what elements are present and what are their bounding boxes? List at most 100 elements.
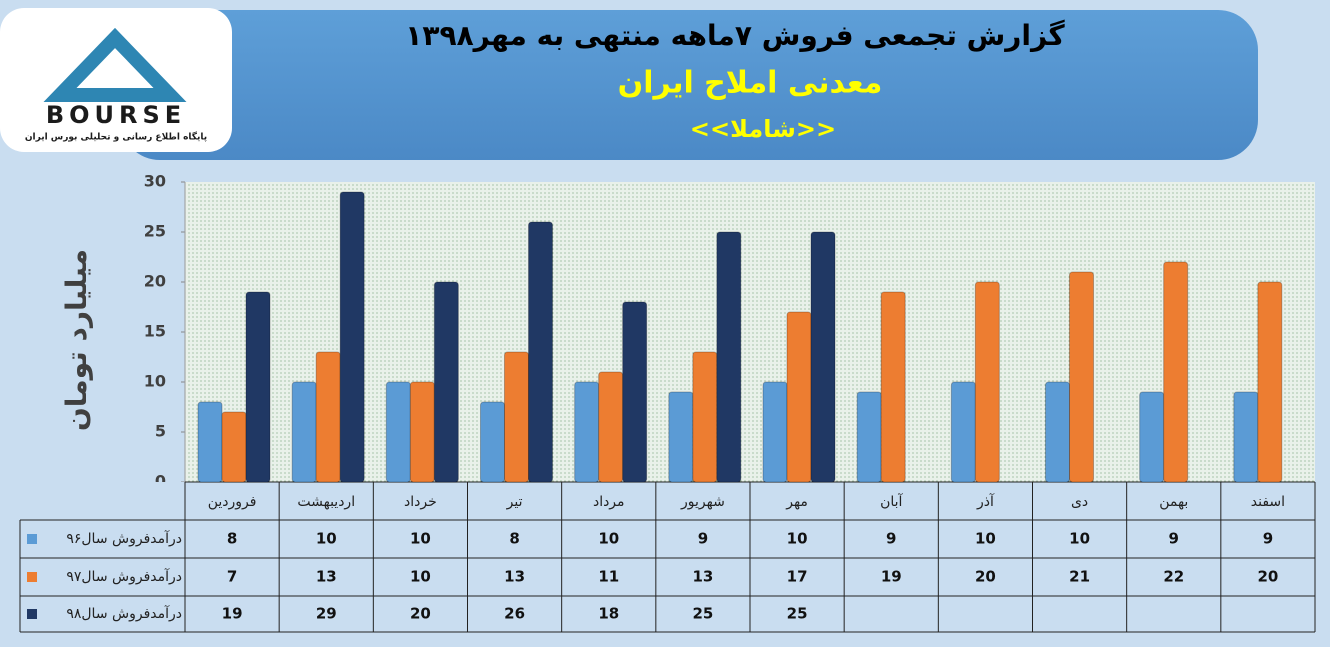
table-value: 10 (598, 530, 619, 548)
y-tick-label: 15 (144, 322, 166, 341)
table-value: 8 (227, 530, 237, 548)
bar (245, 291, 271, 483)
bar (668, 391, 694, 483)
y-tick-label: 10 (144, 372, 166, 391)
bar (433, 281, 459, 483)
bar (974, 281, 1000, 483)
bar (762, 381, 788, 483)
table-value: 25 (787, 605, 808, 623)
table-value: 9 (886, 530, 896, 548)
table-value: 13 (316, 568, 337, 586)
legend-swatch (27, 534, 37, 544)
table-bg (20, 482, 1315, 632)
table-value: 9 (1263, 530, 1273, 548)
logo-brand: BOURSE (46, 101, 186, 129)
logo-tagline: پایگاه اطلاع رسانی و تحلیلی بورس ایران (25, 131, 207, 143)
table-value: 19 (222, 605, 243, 623)
logo-box (0, 8, 232, 152)
plot-area (185, 182, 1315, 482)
table-value: 20 (1257, 568, 1278, 586)
table-value: 10 (410, 530, 431, 548)
table-value: 22 (1163, 568, 1184, 586)
bar (880, 291, 906, 483)
legend-swatch (27, 609, 37, 619)
legend-label: درآمدفروش سال۹۷ (66, 568, 182, 585)
bar (1163, 261, 1189, 483)
bar (409, 381, 435, 483)
header-box (120, 10, 1258, 160)
x-tick-label: مرداد (593, 494, 625, 510)
chart-title: گزارش تجمعی فروش ۷ماهه منتهی به مهر۱۳۹۸ (405, 19, 1065, 52)
table-value: 9 (698, 530, 708, 548)
bar (574, 381, 600, 483)
table-value: 29 (316, 605, 337, 623)
table-value: 26 (504, 605, 525, 623)
table-value: 10 (410, 568, 431, 586)
bar (385, 381, 411, 483)
table-value: 21 (1069, 568, 1090, 586)
y-tick-label: 20 (144, 272, 166, 291)
x-tick-label: دی (1071, 494, 1088, 510)
table-value: 9 (1169, 530, 1179, 548)
x-tick-label: اسفند (1251, 494, 1285, 510)
bar (810, 231, 836, 483)
y-tick-label: 25 (144, 222, 166, 241)
x-tick-label: فروردین (208, 494, 257, 510)
table-value: 7 (227, 568, 237, 586)
table-value: 13 (504, 568, 525, 586)
bar (315, 351, 341, 483)
bar (1139, 391, 1165, 483)
bar (856, 391, 882, 483)
x-tick-label: آذر (976, 493, 995, 510)
logo-mark (43, 27, 187, 102)
bar (339, 191, 365, 483)
legend-label: درآمدفروش سال۹۶ (66, 530, 182, 547)
table-value: 17 (787, 568, 808, 586)
bar (692, 351, 718, 483)
chart-subtitle: معدنی املاح ایران (618, 66, 883, 101)
y-axis-label: میلیارد تومان (60, 249, 93, 431)
table-value: 20 (410, 605, 431, 623)
table-value: 13 (692, 568, 713, 586)
bar (1257, 281, 1283, 483)
table-value: 8 (509, 530, 519, 548)
bar (197, 401, 223, 483)
bar (528, 221, 553, 483)
x-tick-label: بهمن (1159, 494, 1188, 510)
table-value: 10 (316, 530, 337, 548)
table-value: 25 (692, 605, 713, 623)
bar (504, 351, 529, 483)
x-tick-label: آبان (880, 493, 903, 510)
bar (1069, 271, 1094, 483)
bar (480, 401, 505, 483)
x-tick-label: اردیبهشت (297, 494, 355, 510)
y-tick-label: 5 (155, 422, 166, 441)
table-value: 10 (787, 530, 808, 548)
table-value: 19 (881, 568, 902, 586)
table-value: 10 (975, 530, 996, 548)
bar (786, 311, 812, 483)
bar (622, 301, 648, 483)
legend-label: درآمدفروش سال۹۸ (66, 605, 182, 622)
table-value: 20 (975, 568, 996, 586)
table-value: 10 (1069, 530, 1090, 548)
bar (291, 381, 317, 483)
chart-subtitle-2: <<شاملا>> (690, 115, 836, 143)
bar (950, 381, 976, 483)
legend-swatch (27, 572, 37, 582)
bar (716, 231, 742, 483)
x-tick-label: تیر (506, 494, 523, 510)
bar (221, 411, 247, 483)
bar (1233, 391, 1259, 483)
x-tick-label: مهر (785, 494, 808, 510)
y-tick-label: 0 (155, 472, 166, 491)
x-tick-label: خرداد (404, 494, 437, 510)
bar (1045, 381, 1070, 483)
bar (598, 371, 624, 483)
x-tick-label: شهریور (680, 494, 725, 510)
table-value: 11 (598, 568, 619, 586)
y-tick-label: 30 (144, 172, 166, 191)
table-value: 18 (598, 605, 619, 623)
